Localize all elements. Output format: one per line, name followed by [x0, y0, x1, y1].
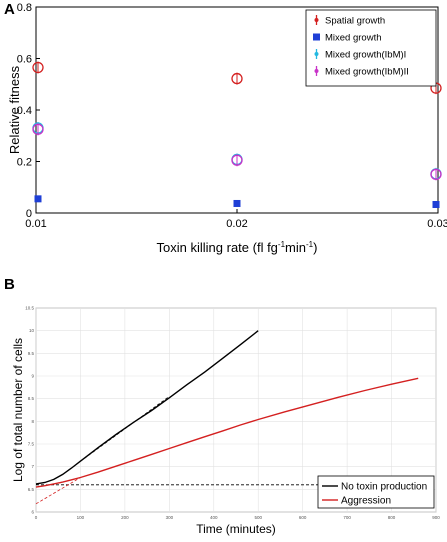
y-tick-label-b: 6.5 — [28, 487, 35, 492]
x-tick-label-b: 600 — [299, 515, 307, 520]
y-tick-label-b: 9.5 — [28, 351, 35, 356]
legend-marker-spatial-growth — [314, 18, 319, 22]
axis-ticks-b: 0 100 200 300 400 500 600 700 800 900 6 6.5 7 7.5 8 8.5… — [25, 306, 440, 521]
legend-marker-mixed-growth-ibm-ii — [314, 69, 319, 73]
marker-mixed-growth-ibm-ii — [231, 154, 243, 166]
marker-mixed-growth — [34, 195, 42, 203]
legend-label-mixed-growth: Mixed growth — [325, 33, 382, 44]
legend-a: Spatial growth Mixed growth Mixed growth(I… — [305, 9, 437, 87]
x-tick-label-b: 200 — [121, 515, 129, 520]
legend-label-spatial-growth: Spatial growth — [325, 16, 385, 27]
reference-line-b — [35, 477, 81, 505]
series-line-aggression — [35, 377, 419, 488]
x-tick-label-b: 900 — [432, 515, 440, 520]
y-tick-label-a: 0.4 — [17, 105, 32, 117]
y-tick-label-b: 10.5 — [25, 306, 34, 311]
plot-marks-a — [32, 61, 442, 209]
y-tick-label-b: 8.5 — [28, 396, 35, 401]
y-tick-label-b: 9 — [31, 374, 34, 379]
marker-mixed-growth-ibm-ii — [430, 168, 442, 181]
x-tick-label-a: 0.01 — [25, 218, 46, 230]
y-tick-label-b: 6 — [31, 510, 34, 515]
axis-ticks-a: 0 0.2 0.4 0.6 0.8 0.01 0.02 0.03 — [17, 2, 447, 230]
x-tick-label-b: 700 — [343, 515, 351, 520]
x-tick-label-b: 300 — [166, 515, 174, 520]
marker-mixed-growth — [233, 199, 241, 207]
marker-spatial-growth — [32, 61, 44, 74]
legend-label-mixed-growth-ibm-i: Mixed growth(IbM)I — [325, 50, 406, 61]
x-tick-label-b: 0 — [35, 515, 38, 520]
legend-marker-mixed-growth-ibm-i — [314, 52, 319, 56]
legend-label-mixed-growth-ibm-ii: Mixed growth(IbM)II — [325, 67, 409, 78]
x-tick-label-a: 0.03 — [427, 218, 447, 230]
legend-b: No toxin production Aggression — [317, 475, 435, 509]
y-tick-label-b: 8 — [31, 419, 34, 424]
x-tick-label-b: 100 — [77, 515, 85, 520]
panel-label-a: A — [4, 1, 15, 18]
y-tick-label-a: 0 — [26, 208, 32, 220]
y-tick-label-b: 7.5 — [28, 442, 35, 447]
y-axis-label-b: Log of total number of cells — [11, 338, 25, 482]
y-tick-label-a: 0.8 — [17, 2, 32, 14]
legend-marker-mixed-growth — [313, 33, 320, 41]
legend-label-aggression: Aggression — [341, 496, 391, 507]
legend-label-no-toxin-production: No toxin production — [341, 482, 427, 493]
marker-mixed-growth-ibm-ii — [32, 123, 44, 135]
y-tick-label-a: 0.2 — [17, 157, 32, 169]
y-tick-label-b: 10 — [29, 328, 35, 333]
series-line-no-toxin-production — [35, 330, 259, 485]
x-tick-label-b: 800 — [388, 515, 396, 520]
marker-spatial-growth — [231, 72, 243, 85]
y-tick-label-b: 7 — [31, 464, 34, 469]
legend-box-b — [317, 475, 435, 509]
legend-box-a — [305, 9, 437, 87]
plot-marks-b — [35, 330, 436, 505]
x-axis-label-a: Toxin killing rate (fl fg-1min-1) — [157, 240, 318, 255]
x-tick-label-b: 400 — [210, 515, 218, 520]
y-tick-label-a: 0.6 — [17, 54, 32, 66]
panel-label-b: B — [4, 276, 15, 293]
x-tick-label-a: 0.02 — [226, 218, 247, 230]
x-axis-label-b: Time (minutes) — [196, 522, 276, 536]
x-tick-label-b: 500 — [254, 515, 262, 520]
marker-mixed-growth — [432, 201, 440, 209]
y-axis-label-a: Relative fitness — [7, 65, 22, 154]
